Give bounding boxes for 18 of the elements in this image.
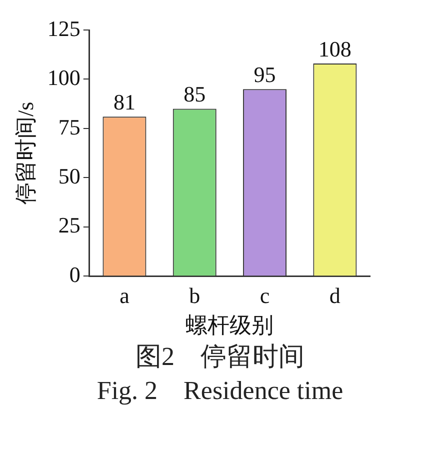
y-tick-label: 75 — [58, 114, 80, 140]
y-tick-label: 100 — [47, 65, 80, 90]
data-label: 108 — [318, 36, 352, 62]
caption: 图2 停留时间 — [134, 341, 306, 373]
x-tick-label: d — [329, 283, 340, 308]
x-axis-title: 螺杆级别 — [186, 312, 274, 338]
x-tick-label: b — [189, 283, 200, 308]
y-axis-title: 停留时间/s — [12, 102, 38, 204]
x-tick-label: a — [120, 283, 130, 308]
y-tick-label: 0 — [69, 262, 80, 287]
y-tick-label: 25 — [58, 212, 80, 238]
caption: Fig. 2 Residence time — [96, 375, 344, 407]
data-label: 95 — [254, 62, 276, 87]
y-tick-label: 125 — [47, 16, 80, 41]
y-tick-label: 50 — [58, 164, 80, 188]
data-label: 81 — [113, 89, 136, 114]
data-label: 85 — [184, 82, 206, 107]
x-tick-label: c — [260, 283, 270, 308]
